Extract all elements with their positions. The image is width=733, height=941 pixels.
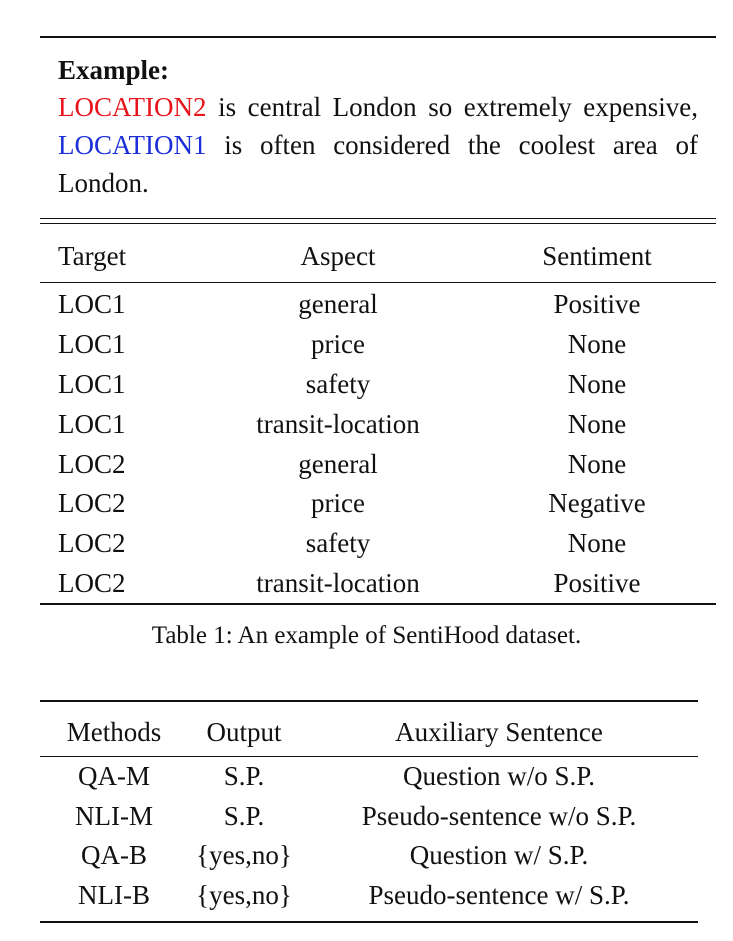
cell-aspect: general bbox=[298, 448, 378, 479]
cell-output: S.P. bbox=[223, 761, 265, 792]
cell-target: LOC2 bbox=[58, 567, 126, 598]
table-row: QA-M S.P. Question w/o S.P. bbox=[40, 757, 698, 797]
cell-method: QA-B bbox=[81, 840, 147, 871]
cell-aspect: price bbox=[311, 329, 365, 360]
table1-caption: Table 1: An example of SentiHood dataset… bbox=[151, 622, 582, 649]
location2-token: LOCATION2 bbox=[58, 92, 207, 122]
cell-auxiliary-sentence: Pseudo-sentence w/ S.P. bbox=[368, 879, 630, 910]
table-row: LOC2 general None bbox=[40, 444, 716, 484]
header-target: Target bbox=[58, 240, 127, 271]
cell-sentiment: None bbox=[567, 408, 627, 439]
table2-bottom-rule bbox=[40, 921, 698, 923]
cell-output: {yes,no} bbox=[196, 840, 292, 871]
cell-target: LOC1 bbox=[58, 289, 126, 320]
cell-target: LOC1 bbox=[58, 408, 126, 439]
header-auxiliary-sentence: Auxiliary Sentence bbox=[395, 716, 603, 747]
cell-aspect: transit-location bbox=[256, 567, 420, 598]
cell-target: LOC2 bbox=[58, 488, 126, 519]
location1-token: LOCATION1 bbox=[58, 130, 207, 160]
table-row: NLI-M S.P. Pseudo-sentence w/o S.P. bbox=[40, 797, 698, 837]
table2-top-rule bbox=[40, 700, 698, 702]
table1: Example: LOCATION2 is central London so … bbox=[40, 36, 716, 606]
table1-bottom-rule bbox=[40, 603, 716, 606]
cell-sentiment: Positive bbox=[553, 289, 641, 320]
header-sentiment: Sentiment bbox=[542, 240, 652, 271]
table-row: LOC2 price Negative bbox=[40, 484, 716, 524]
cell-sentiment: Positive bbox=[553, 567, 641, 598]
cell-aspect: general bbox=[298, 289, 378, 320]
table2-header-row: Methods Output Auxiliary Sentence bbox=[40, 702, 698, 757]
cell-sentiment: Negative bbox=[548, 488, 646, 519]
example-text: LOCATION2 is central London so extremely… bbox=[58, 88, 698, 202]
cell-sentiment: None bbox=[567, 448, 627, 479]
cell-aspect: transit-location bbox=[256, 408, 420, 439]
header-aspect: Aspect bbox=[300, 240, 376, 271]
table-row: LOC2 safety None bbox=[40, 524, 716, 564]
header-methods: Methods bbox=[66, 716, 162, 747]
header-output: Output bbox=[206, 716, 282, 747]
double-rule-upper bbox=[40, 218, 716, 219]
table-row: LOC2 transit-location Positive bbox=[40, 564, 716, 604]
cell-output: S.P. bbox=[223, 800, 265, 831]
cell-aspect: price bbox=[311, 488, 365, 519]
cell-target: LOC1 bbox=[58, 329, 126, 360]
example-label: Example: bbox=[58, 55, 169, 85]
cell-target: LOC2 bbox=[58, 528, 126, 559]
cell-auxiliary-sentence: Question w/o S.P. bbox=[402, 761, 596, 792]
cell-aspect: safety bbox=[305, 368, 371, 399]
cell-method: NLI-M bbox=[75, 800, 153, 831]
cell-auxiliary-sentence: Question w/ S.P. bbox=[409, 840, 589, 871]
cell-aspect: safety bbox=[305, 528, 371, 559]
example-block: Example: LOCATION2 is central London so … bbox=[40, 38, 716, 218]
table-row: LOC1 transit-location None bbox=[40, 404, 716, 444]
example-text-part2: is often considered the coolest area of … bbox=[58, 130, 698, 198]
table1-top-rule bbox=[40, 36, 716, 38]
table-row: LOC1 price None bbox=[40, 325, 716, 365]
table-row: LOC1 safety None bbox=[40, 365, 716, 405]
table-row: NLI-B {yes,no} Pseudo-sentence w/ S.P. bbox=[40, 876, 698, 916]
table-row: LOC1 general Positive bbox=[40, 283, 716, 325]
table1-header-row: Target Aspect Sentiment bbox=[40, 224, 716, 283]
methods-table: Methods Output Auxiliary Sentence QA-M S… bbox=[40, 702, 698, 915]
cell-method: NLI-B bbox=[78, 879, 150, 910]
cell-auxiliary-sentence: Pseudo-sentence w/o S.P. bbox=[361, 800, 637, 831]
cell-sentiment: None bbox=[567, 329, 627, 360]
cell-target: LOC1 bbox=[58, 368, 126, 399]
table2: Methods Output Auxiliary Sentence QA-M S… bbox=[40, 700, 698, 923]
cell-method: QA-M bbox=[78, 761, 150, 792]
cell-sentiment: None bbox=[567, 368, 627, 399]
sentihood-table: Target Aspect Sentiment LOC1 general Pos… bbox=[40, 224, 716, 603]
double-rule-lower bbox=[40, 223, 716, 224]
example-text-part1: is central London so extremely ex­pensiv… bbox=[206, 92, 698, 122]
cell-output: {yes,no} bbox=[196, 879, 292, 910]
cell-target: LOC2 bbox=[58, 448, 126, 479]
table-row: QA-B {yes,no} Question w/ S.P. bbox=[40, 836, 698, 876]
cell-sentiment: None bbox=[567, 528, 627, 559]
